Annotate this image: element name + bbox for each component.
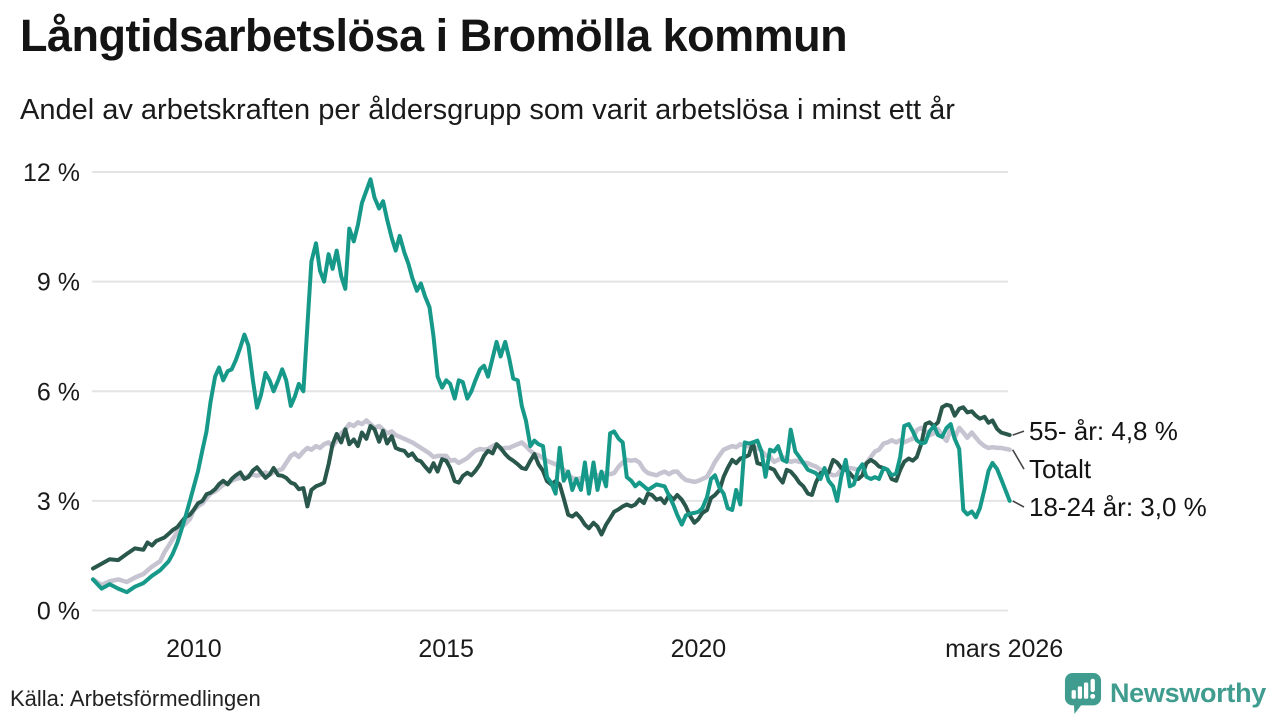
series-end-label-18-24-r: 18-24 år: 3,0 %: [1029, 492, 1207, 522]
series-end-label-totalt: Totalt: [1029, 454, 1092, 484]
x-tick-label: 2010: [166, 635, 222, 663]
y-tick-label: 0 %: [37, 598, 80, 626]
newsworthy-logo-icon: [1064, 673, 1102, 714]
label-connector-totalt: [1011, 449, 1025, 470]
newsworthy-brand: Newsworthy: [1064, 672, 1266, 714]
x-tick-label: mars 2026: [945, 635, 1063, 663]
series-line-18-24-r: [91, 177, 1012, 595]
page-title: Långtidsarbetslösa i Bromölla kommun: [20, 10, 848, 61]
y-tick-label: 9 %: [37, 269, 80, 297]
source-note: Källa: Arbetsförmedlingen: [10, 686, 261, 711]
label-connector-18-24-r: [1012, 500, 1025, 508]
y-tick-label: 12 %: [23, 159, 80, 187]
x-tick-label: 2020: [671, 635, 727, 663]
y-tick-label: 6 %: [37, 378, 80, 406]
y-tick-label: 3 %: [37, 488, 80, 516]
x-tick-label: 2015: [418, 635, 474, 663]
series-line-totalt: [90, 418, 1012, 588]
page-subtitle: Andel av arbetskraften per åldersgrupp s…: [20, 94, 955, 126]
newsworthy-logo-text: Newsworthy: [1109, 677, 1266, 708]
label-connector-55-r: [1012, 430, 1025, 436]
series-end-label-55-r: 55- år: 4,8 %: [1029, 416, 1178, 446]
series-line-55-r: [91, 402, 1012, 571]
